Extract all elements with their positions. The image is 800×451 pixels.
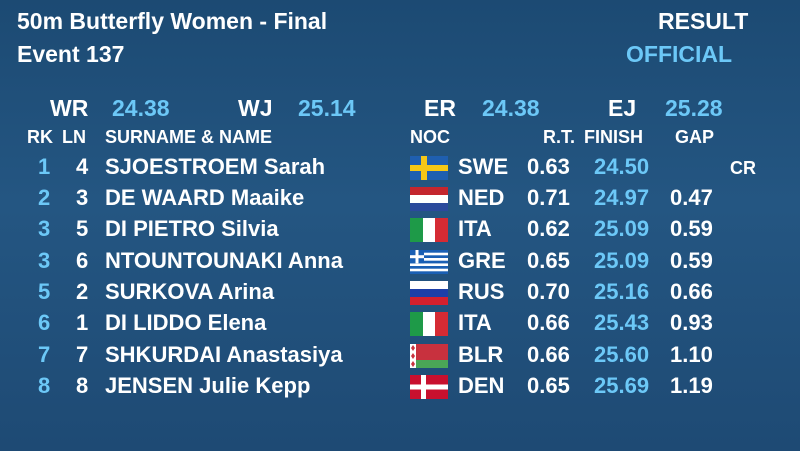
noc: ITA [458,216,492,241]
reaction-time: 0.66 [527,310,570,335]
gap: 1.19 [670,373,713,398]
result-row: 2 3 DE WAARD Maaike NED 0.71 24.97 0.47 [0,183,800,213]
lane: 3 [76,185,89,210]
reaction-time: 0.62 [527,216,570,241]
result-row: 7 7 SHKURDAI Anastasiya BLR 0.66 25.60 1.10 [0,340,800,370]
rank: 3 [38,216,51,241]
rank: 1 [38,154,51,179]
flag [410,218,448,242]
title: 50m Butterfly Women - Final [17,8,328,34]
flag [410,156,448,180]
record-mark: CR [730,158,756,178]
flag [410,375,448,399]
lane: 1 [76,310,89,335]
column-header: FINISH [584,127,644,147]
flag [410,344,448,368]
athlete-name: DI PIETRO Silvia [105,216,279,241]
noc: SWE [458,154,509,179]
reaction-time: 0.70 [527,279,570,304]
flag [410,250,448,274]
record-label: WR [50,95,89,121]
column-header: SURNAME & NAME [105,127,273,147]
rank: 5 [38,279,51,304]
finish-time: 25.09 [594,248,650,273]
result-row: CR 1 4 SJOESTROEM Sarah SWE 0.63 24.50 [0,152,800,182]
finish-time: 25.60 [594,342,650,367]
flag [410,187,448,211]
noc: ITA [458,310,492,335]
lane: 5 [76,216,89,241]
gap: 0.59 [670,216,713,241]
result-row: 3 5 DI PIETRO Silvia ITA 0.62 25.09 0.59 [0,214,800,244]
lane: 8 [76,373,89,398]
record-label: EJ [608,95,637,121]
result-row: 8 8 JENSEN Julie Kepp DEN 0.65 25.69 1.19 [0,371,800,401]
finish-time: 24.97 [594,185,650,210]
record-value: 25.28 [665,95,723,121]
column-header: NOC [410,127,450,147]
result: RESULT [658,8,749,34]
record-label: ER [424,95,456,121]
reaction-time: 0.71 [527,185,570,210]
finish-time: 25.69 [594,373,650,398]
record-value: 24.38 [112,95,170,121]
lane: 6 [76,248,89,273]
athlete-name: SJOESTROEM Sarah [105,154,326,179]
noc: NED [458,185,505,210]
finish-time: 24.50 [594,154,650,179]
column-header: GAP [675,127,715,147]
flag [410,281,448,305]
reaction-time: 0.63 [527,154,570,179]
athlete-name: DE WAARD Maaike [105,185,305,210]
noc: BLR [458,342,504,367]
finish-time: 25.43 [594,310,650,335]
gap: 0.47 [670,185,713,210]
status: OFFICIAL [626,41,733,67]
athlete-name: JENSEN Julie Kepp [105,373,311,398]
reaction-time: 0.65 [527,373,570,398]
rank: 8 [38,373,51,398]
column-header: LN [62,127,86,147]
record-value: 24.38 [482,95,540,121]
athlete-name: DI LIDDO Elena [105,310,267,335]
result-row: 3 6 NTOUNTOUNAKI Anna GRE 0.65 25.09 0.59 [0,246,800,276]
column-header: RK [27,127,53,147]
finish-time: 25.16 [594,279,650,304]
result-row: 5 2 SURKOVA Arina RUS 0.70 25.16 0.66 [0,277,800,307]
gap: 1.10 [670,342,713,367]
finish-time: 25.09 [594,216,650,241]
reaction-time: 0.65 [527,248,570,273]
flag [410,312,448,336]
gap: 0.66 [670,279,713,304]
athlete-name: SHKURDAI Anastasiya [105,342,343,367]
noc: GRE [458,248,506,273]
record-value: 25.14 [298,95,356,121]
event: Event 137 [17,41,125,67]
noc: RUS [458,279,505,304]
rank: 3 [38,248,51,273]
lane: 7 [76,342,89,367]
gap: 0.59 [670,248,713,273]
athlete-name: NTOUNTOUNAKI Anna [105,248,343,273]
lane: 4 [76,154,89,179]
rank: 7 [38,342,51,367]
rank: 2 [38,185,51,210]
record-label: WJ [238,95,273,121]
column-header: R.T. [543,127,576,147]
noc: DEN [458,373,505,398]
result-row: 6 1 DI LIDDO Elena ITA 0.66 25.43 0.93 [0,308,800,338]
rank: 6 [38,310,51,335]
lane: 2 [76,279,89,304]
reaction-time: 0.66 [527,342,570,367]
gap: 0.93 [670,310,713,335]
athlete-name: SURKOVA Arina [105,279,275,304]
